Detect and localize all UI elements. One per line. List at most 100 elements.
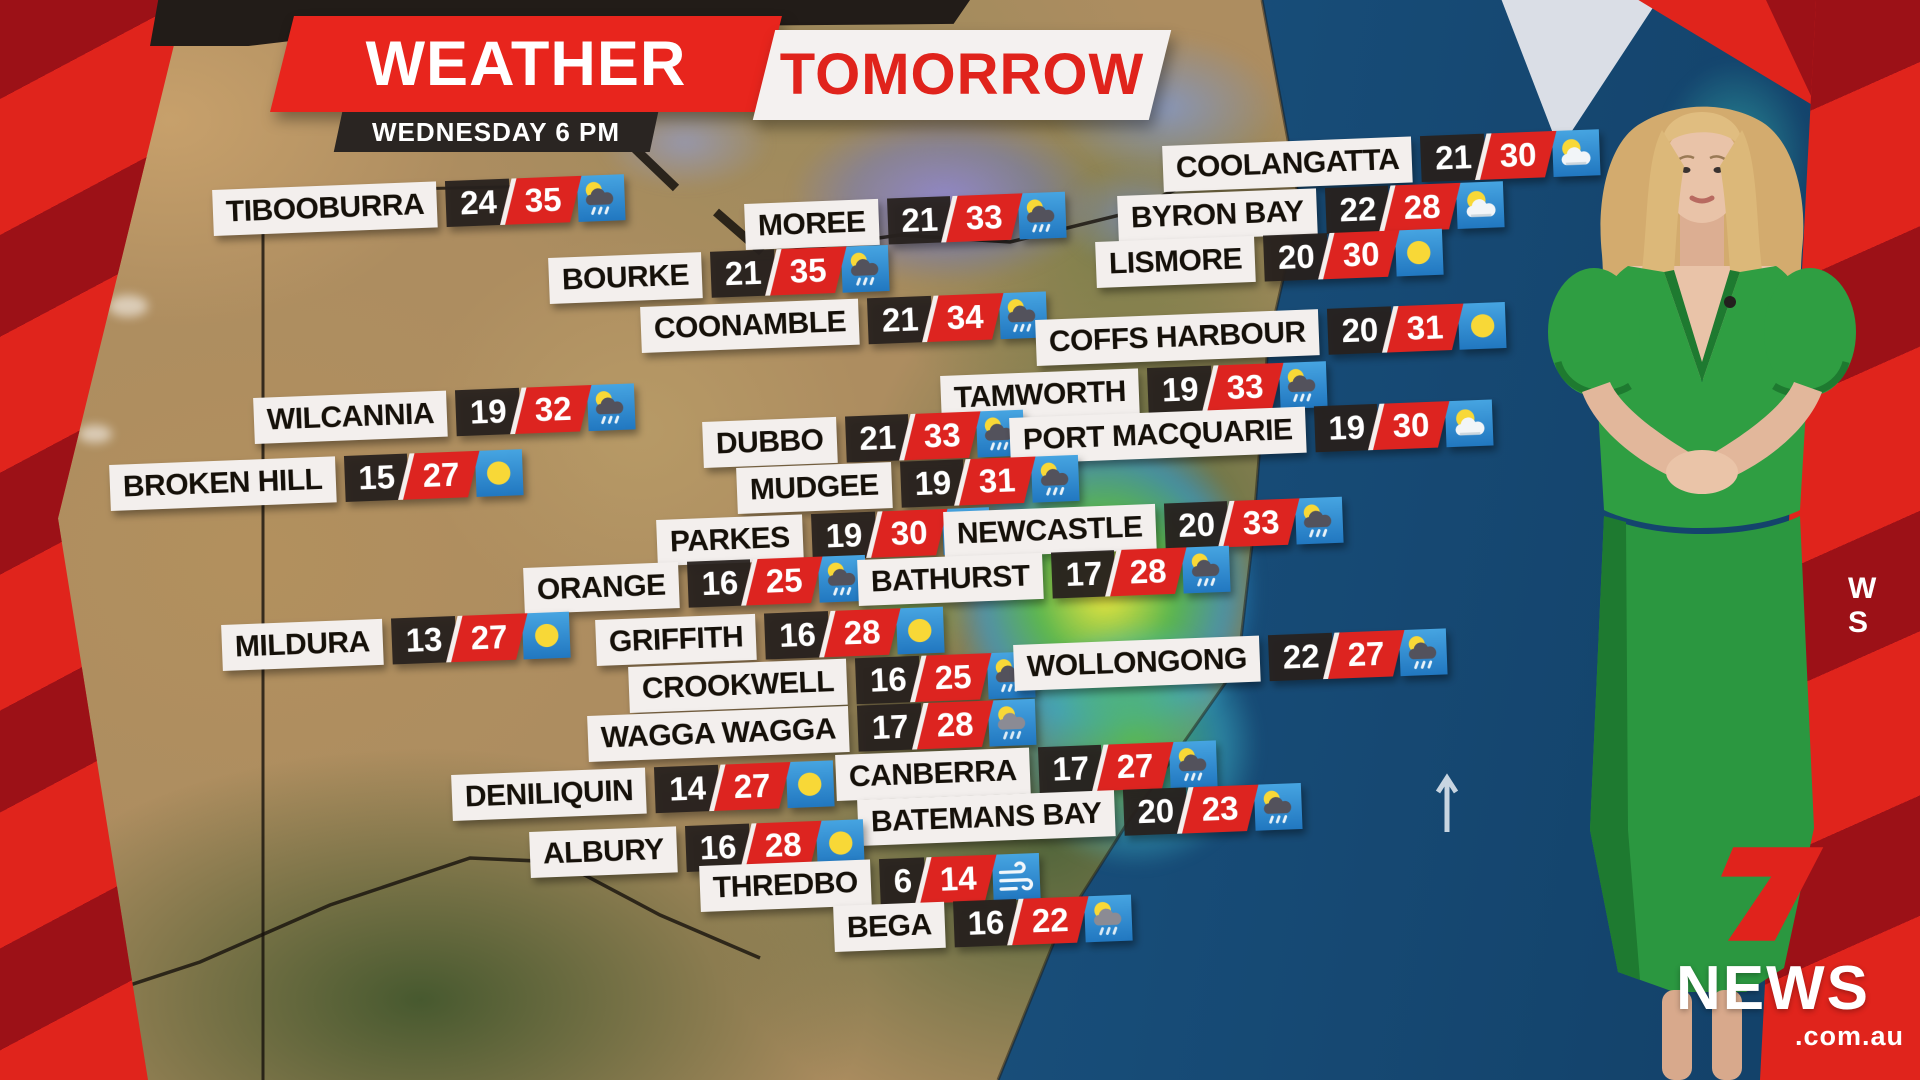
temp-high: 27 [445, 613, 527, 663]
temperature-chip: 20 31 [1326, 301, 1507, 355]
rain-icon [1182, 545, 1231, 594]
logo-network-text: NEWS [1676, 954, 1870, 1023]
temp-high: 32 [509, 385, 592, 435]
shower-icon [1084, 894, 1133, 943]
city-row-deniliquin: DENILIQUIN 14 27 [451, 760, 835, 821]
city-name: DUBBO [702, 416, 838, 468]
city-name: TIBOOBURRA [212, 181, 439, 236]
temp-high: 22 [1007, 896, 1089, 946]
temperature-chip: 16 25 [686, 554, 867, 608]
temp-high: 25 [909, 653, 992, 703]
cloud-speck [108, 295, 148, 317]
city-row-mudgee: MUDGEE 19 31 [736, 454, 1080, 514]
rain-icon [841, 244, 891, 293]
temperature-chip: 17 28 [856, 698, 1038, 752]
temperature-chip: 20 33 [1163, 496, 1344, 550]
city-name: CROOKWELL [628, 658, 848, 713]
partly-cloudy-icon [1551, 129, 1601, 178]
temperature-chip: 16 22 [952, 894, 1133, 948]
city-name: THREDBO [699, 859, 872, 912]
sunny-icon [522, 611, 571, 660]
rain-icon [1294, 496, 1344, 545]
city-name: DENILIQUIN [451, 767, 648, 821]
temperature-chip: 21 35 [710, 244, 891, 298]
temp-high: 27 [398, 450, 480, 500]
temp-high: 30 [865, 508, 947, 559]
header-tomorrow-banner: TOMORROW [752, 30, 1172, 120]
city-row-tamworth: TAMWORTH 19 33 [940, 361, 1328, 422]
temperature-chip: 20 23 [1122, 782, 1303, 836]
city-name: BATHURST [857, 552, 1044, 606]
temperature-chip: 6 14 [878, 852, 1041, 906]
city-name: MUDGEE [736, 462, 893, 514]
city-row-lismore: LISMORE 20 30 [1095, 228, 1444, 288]
temperature-chip: 14 27 [654, 760, 835, 814]
temp-high: 33 [899, 411, 981, 461]
city-row-bega: BEGA 16 22 [833, 894, 1133, 952]
temperature-chip: 16 25 [855, 651, 1036, 705]
temp-high: 28 [1105, 547, 1187, 597]
temperature-chip: 15 27 [343, 449, 524, 502]
header-weather-banner: WEATHER [270, 16, 782, 112]
temperature-chip: 22 28 [1324, 181, 1505, 235]
city-row-coonamble: COONAMBLE 21 34 [640, 291, 1048, 353]
city-row-tibooburra: TIBOOBURRA 24 35 [212, 174, 626, 236]
rain-icon [818, 554, 867, 603]
temp-high: 34 [921, 293, 1004, 343]
temp-high: 27 [709, 761, 791, 812]
rain-icon [975, 409, 1025, 458]
city-name: LISMORE [1095, 235, 1256, 288]
city-name: COONAMBLE [640, 298, 860, 353]
rain-icon [1253, 782, 1303, 831]
temperature-chip: 24 35 [445, 174, 626, 228]
city-name: WOLLONGONG [1013, 635, 1261, 691]
sunny-icon [816, 819, 865, 867]
temperature-chip: 19 30 [1313, 399, 1494, 453]
city-row-bourke: BOURKE 21 35 [548, 244, 891, 304]
temp-high: 27 [1092, 742, 1174, 792]
temp-high: 35 [764, 246, 846, 296]
city-row-wollongong: WOLLONGONG 22 27 [1013, 628, 1448, 691]
temperature-chip: 13 27 [390, 611, 571, 665]
temp-high: 28 [1379, 182, 1461, 232]
logo-domain-text: .com.au [1794, 1021, 1904, 1051]
city-row-port-macquarie: PORT MACQUARIE 19 30 [1009, 399, 1494, 464]
header-datetime: WEDNESDAY 6 PM [371, 117, 621, 147]
partly-cloudy-icon [1444, 399, 1494, 448]
city-name: ORANGE [523, 562, 680, 614]
city-row-coolangatta: COOLANGATTA 21 30 [1162, 129, 1601, 192]
city-name: CANBERRA [835, 747, 1031, 801]
city-row-coffs-harbour: COFFS HARBOUR 20 31 [1035, 301, 1507, 366]
temp-high: 30 [1368, 401, 1450, 451]
city-name: BEGA [833, 901, 946, 952]
city-row-moree: MOREE 21 33 [744, 191, 1067, 250]
city-row-canberra: CANBERRA 17 27 [835, 740, 1218, 801]
city-row-broken-hill: BROKEN HILL 15 27 [109, 449, 524, 511]
temperature-chip: 21 30 [1420, 129, 1601, 183]
temp-high: 35 [500, 175, 582, 225]
seven-news-logo: NEWS .com.au [1628, 838, 1918, 1051]
city-row-griffith: GRIFFITH 16 28 [595, 606, 945, 666]
city-row-bathurst: BATHURST 17 28 [857, 545, 1231, 606]
temp-high: 28 [819, 608, 901, 658]
temperature-chip: 19 31 [899, 454, 1080, 508]
city-row-byron-bay: BYRON BAY 22 28 [1117, 181, 1505, 242]
temp-high: 31 [954, 456, 1036, 506]
rain-icon [1278, 361, 1328, 409]
partly-cloudy-icon [1456, 181, 1505, 229]
rain-icon [576, 174, 626, 222]
sunny-icon [1458, 301, 1507, 350]
temperature-chip: 19 32 [455, 383, 636, 437]
sunny-icon [474, 449, 524, 497]
rain-icon [586, 383, 636, 432]
temperature-chip: 21 34 [867, 291, 1048, 345]
rain-icon [1399, 628, 1448, 677]
city-row-albury: ALBURY 16 28 [529, 819, 865, 878]
temp-high: 30 [1318, 230, 1400, 280]
rain-icon [1168, 740, 1218, 789]
temperature-chip: 20 30 [1263, 228, 1444, 282]
temperature-chip: 21 33 [844, 409, 1025, 463]
city-row-wagga-wagga: WAGGA WAGGA 17 28 [587, 698, 1038, 762]
temp-high: 33 [941, 193, 1023, 243]
